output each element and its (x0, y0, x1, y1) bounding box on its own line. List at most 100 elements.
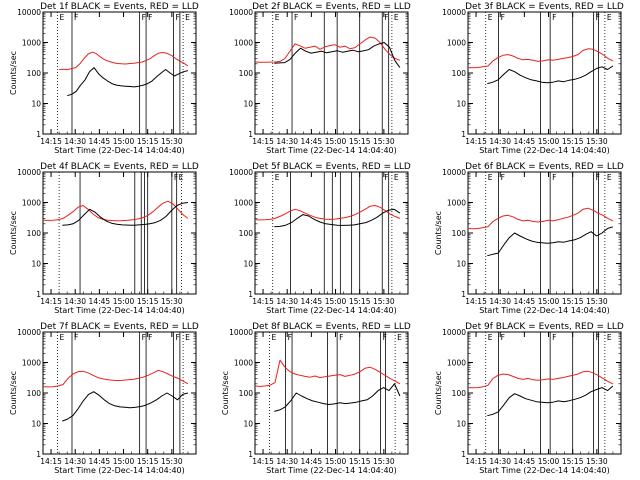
x-tick-label: 15:30 (161, 137, 183, 146)
x-tick-label: 14:30 (276, 457, 298, 466)
y-tick-label: 1 (248, 450, 253, 459)
y-tick-label: 10 (31, 260, 41, 269)
marker-label: E (59, 13, 64, 22)
marker-label: F (383, 333, 387, 342)
y-tick-label: 1 (36, 290, 41, 299)
x-tick-label: 14:45 (514, 137, 536, 146)
marker-label: F (148, 333, 152, 342)
y-tick-label: 1000 (22, 359, 41, 368)
x-axis-label: Start Time (22-Dec-14 14:04:40) (54, 146, 185, 155)
events-series-line (487, 226, 614, 257)
x-tick-label: 14:45 (301, 457, 323, 466)
y-tick-label: 1000 (234, 39, 253, 48)
x-tick-label: 14:15 (252, 137, 274, 146)
marker-label: E (179, 173, 184, 182)
y-axis-label: Counts/sec (9, 51, 18, 95)
x-tick-label: 14:30 (64, 137, 86, 146)
x-tick-label: 15:15 (137, 457, 159, 466)
plot-frame (467, 171, 622, 295)
events-series-line (62, 202, 188, 226)
x-tick-label: 14:45 (514, 297, 536, 306)
y-tick-label: 10000 (442, 168, 466, 177)
x-tick-label: 15:15 (562, 297, 584, 306)
chart-panel-8: Det 8f BLACK = Events, RED = LLD 1 10 100 10… (221, 322, 411, 475)
lld-series-line (254, 36, 401, 63)
events-series-line (274, 383, 401, 412)
events-series-line (487, 385, 614, 417)
x-tick-label: 15:30 (586, 457, 608, 466)
x-tick-label: 15:00 (113, 457, 135, 466)
chart-title: Det 1f BLACK = Events, RED = LLD (40, 2, 199, 12)
x-tick-label: 15:30 (586, 297, 608, 306)
x-tick-label: 14:45 (89, 137, 111, 146)
y-tick-label: 10000 (229, 328, 253, 337)
marker-label: F (174, 173, 178, 182)
lld-series-line (59, 51, 189, 71)
y-tick-label: 10000 (17, 168, 41, 177)
chart-panel-9: Det 9f BLACK = Events, RED = LLD 1 10 100 10… (434, 322, 624, 475)
y-axis-label: Counts/sec (9, 371, 18, 415)
events-series-line (67, 67, 189, 97)
y-tick-label: 10000 (442, 8, 466, 17)
y-tick-label: 100 (452, 229, 467, 238)
y-tick-label: 1 (461, 450, 466, 459)
x-tick-label: 15:00 (538, 297, 560, 306)
y-tick-label: 10 (243, 100, 253, 109)
events-series-line (274, 208, 401, 228)
lld-series-line (254, 359, 401, 387)
x-tick-label: 15:00 (538, 457, 560, 466)
y-tick-label: 1000 (447, 199, 466, 208)
chart-title: Det 7f BLACK = Events, RED = LLD (40, 322, 199, 332)
marker-label: F (501, 333, 505, 342)
x-tick-label: 15:15 (349, 457, 371, 466)
y-axis-label: Counts/sec (434, 211, 443, 255)
marker-label: F (148, 13, 152, 22)
x-axis-label: Start Time (22-Dec-14 14:04:40) (54, 306, 185, 315)
y-tick-label: 1 (461, 290, 466, 299)
y-tick-label: 1 (248, 290, 253, 299)
y-tick-label: 100 (239, 69, 254, 78)
x-axis-label: Start Time (22-Dec-14 14:04:40) (266, 306, 397, 315)
x-tick-label: 14:30 (64, 457, 86, 466)
x-tick-label: 14:15 (465, 297, 487, 306)
marker-label: E (607, 333, 612, 342)
x-tick-label: 14:30 (489, 297, 511, 306)
x-tick-label: 15:15 (137, 137, 159, 146)
marker-label: E (271, 333, 276, 342)
lld-series-line (254, 205, 401, 221)
marker-label: F (596, 333, 600, 342)
x-tick-label: 14:15 (465, 457, 487, 466)
marker-label: E (488, 173, 493, 182)
chart-panel-3: Det 3f BLACK = Events, RED = LLD 1 10 100 10… (442, 2, 624, 155)
marker-label: F (384, 13, 388, 22)
events-series-line (62, 391, 189, 422)
y-axis-label: Counts/sec (9, 211, 18, 255)
chart-title: Det 9f BLACK = Events, RED = LLD (465, 322, 624, 332)
x-tick-label: 15:30 (161, 297, 183, 306)
y-tick-label: 100 (27, 389, 42, 398)
events-series-line (487, 65, 614, 85)
plot-frame (467, 331, 622, 455)
y-tick-label: 10000 (17, 328, 41, 337)
x-tick-label: 15:15 (137, 297, 159, 306)
plot-frame (42, 171, 197, 295)
marker-label: E (185, 13, 190, 22)
marker-label: F (339, 333, 343, 342)
chart-panel-4: Det 4f BLACK = Events, RED = LLD 1 10 100 10… (9, 162, 199, 315)
events-series-line (274, 42, 401, 68)
x-tick-label: 15:30 (373, 137, 395, 146)
y-tick-label: 10 (31, 420, 41, 429)
marker-label: F (501, 173, 505, 182)
x-tick-label: 15:00 (325, 457, 347, 466)
x-tick-label: 14:45 (301, 297, 323, 306)
y-tick-label: 1000 (22, 199, 41, 208)
y-tick-label: 1000 (234, 199, 253, 208)
x-tick-label: 15:30 (586, 137, 608, 146)
y-tick-label: 1000 (234, 359, 253, 368)
lld-series-line (467, 207, 614, 230)
x-tick-label: 15:15 (562, 457, 584, 466)
x-tick-label: 14:45 (89, 297, 111, 306)
plot-frame (254, 331, 409, 455)
x-axis-label: Start Time (22-Dec-14 14:04:40) (266, 466, 397, 475)
